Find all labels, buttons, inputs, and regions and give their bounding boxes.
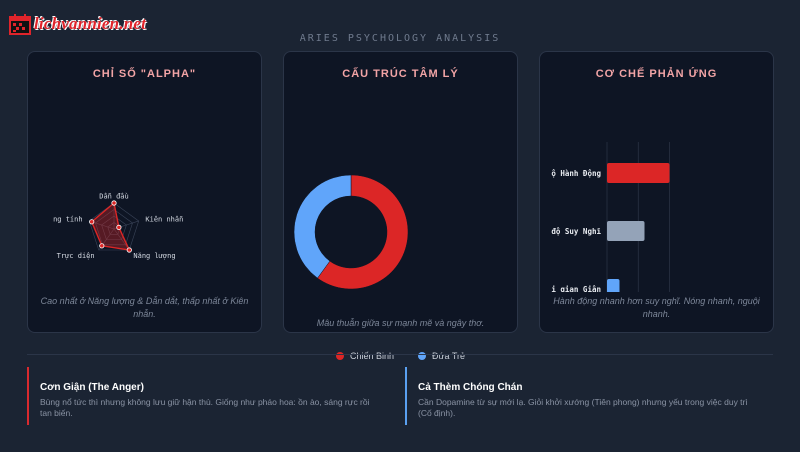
psych-structure-card: CẤU TRÚC TÂM LÝ Chiến Binh Đứa Trẻ Mâu t… [283, 51, 518, 361]
logo-text: lichvannien.net [34, 14, 147, 33]
legend-label: Chiến Binh [349, 351, 394, 361]
donut-chart [293, 174, 409, 290]
donut-slice[interactable] [317, 174, 409, 290]
radar-axis-label: Trực diện [57, 252, 95, 260]
calendar-icon [8, 12, 32, 36]
note-text: Bùng nổ tức thì nhưng không lưu giữ hận … [40, 397, 370, 418]
card-title: CẤU TRÚC TÂM LÝ [342, 68, 459, 80]
legend-item[interactable]: Đứa Trẻ [417, 351, 466, 361]
note-title: Cả Thèm Chóng Chán [418, 382, 523, 393]
donut-slice[interactable] [293, 174, 352, 279]
radar-point[interactable] [111, 200, 117, 206]
radar-series-area [90, 201, 131, 251]
chart-legend: Chiến Binh Đứa Trẻ [284, 351, 517, 361]
bar[interactable] [607, 163, 670, 183]
radar-chart: Dẫn đầu Kiên nhẫn Năng lượng Trực diện ng tí… [53, 193, 183, 261]
site-logo[interactable]: lichvannien.net [8, 9, 146, 39]
radar-axis-label: Năng lượng [133, 252, 175, 260]
card-title: CƠ CHẾ PHẢN ỨNG [595, 68, 718, 80]
y-category-label: i gian Giận [551, 285, 601, 292]
y-category-label: ộ Hành Động [551, 169, 601, 178]
legend-swatch [417, 352, 426, 360]
radar-axis [113, 228, 130, 251]
card-title: CHỈ SỐ "ALPHA" [92, 68, 197, 80]
card-caption: Mâu thuẫn giữa sự mạnh mẽ và ngây thơ. [316, 318, 485, 328]
legend-swatch [335, 352, 344, 360]
legend-item[interactable]: Chiến Binh [335, 351, 394, 361]
radar-axis-label: ng tính [53, 215, 83, 223]
card-caption: Hành động nhanh hơn suy nghĩ. Nóng nhanh… [553, 296, 760, 319]
page-title: ARIES PSYCHOLOGY ANALYSIS [299, 33, 501, 44]
radar-point[interactable] [99, 243, 105, 249]
radar-axis-label: Kiên nhẫn [145, 215, 183, 223]
alpha-index-card: CHỈ SỐ "ALPHA" Dẫn đầu Kiên nhẫn Năng lượn… [27, 51, 262, 333]
radar-grid-ring [88, 202, 140, 251]
card-caption: Cao nhất ở Năng lượng & Dẫn dắt, thấp nh… [40, 296, 249, 319]
section-divider [27, 354, 773, 355]
radar-grid-ring [101, 215, 127, 240]
note-text: Cần Dopamine từ sự mới lạ. Giỏi khởi xướ… [418, 397, 748, 418]
novelty-note: Cả Thèm Chóng Chán Cần Dopamine từ sự mớ… [405, 367, 765, 425]
anger-note: Cơn Giận (The Anger) Bùng nổ tức thì như… [27, 367, 387, 425]
radar-point[interactable] [116, 224, 122, 230]
legend-label: Đứa Trẻ [431, 351, 466, 361]
y-category-label: độ Suy Nghĩ [551, 227, 601, 236]
radar-point[interactable] [89, 219, 95, 225]
radar-grid-ring [95, 209, 133, 246]
radar-axis-label: Dẫn đầu [99, 193, 129, 201]
bar[interactable] [607, 279, 620, 292]
radar-point[interactable] [126, 247, 132, 253]
bar[interactable] [607, 221, 645, 241]
note-title: Cơn Giận (The Anger) [40, 382, 144, 393]
